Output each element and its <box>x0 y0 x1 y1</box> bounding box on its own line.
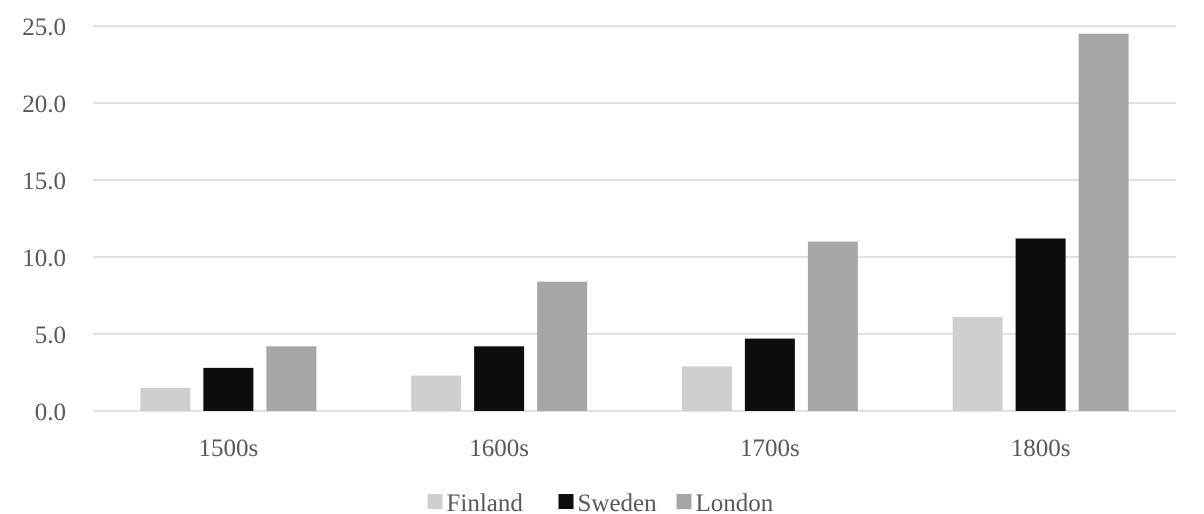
y-tick-label: 25.0 <box>22 14 66 41</box>
legend-label-london: London <box>696 490 774 514</box>
x-tick-label: 1500s <box>199 435 259 462</box>
legend-swatch-london <box>676 494 692 509</box>
legend: Finland Sweden London <box>427 490 774 514</box>
y-tick-label: 10.0 <box>22 245 66 272</box>
bar-london-1800s <box>1078 33 1129 411</box>
bar-sweden-1500s <box>203 367 254 411</box>
bar-finland-1500s <box>140 387 191 411</box>
bar-london-1500s <box>266 346 317 411</box>
legend-swatch-finland <box>427 494 443 509</box>
x-tick-label: 1800s <box>1011 435 1071 462</box>
gridlines <box>93 25 1176 412</box>
y-tick-label: 15.0 <box>22 168 66 195</box>
y-tick-label: 5.0 <box>35 322 66 349</box>
x-tick-label: 1600s <box>469 435 529 462</box>
bar-sweden-1800s <box>1015 238 1066 411</box>
legend-label-sweden: Sweden <box>578 490 658 514</box>
bar-finland-1600s <box>411 375 462 411</box>
x-tick-label: 1700s <box>740 435 800 462</box>
bar-finland-1800s <box>952 317 1003 411</box>
bars <box>140 33 1129 411</box>
bar-sweden-1600s <box>474 346 525 411</box>
y-axis-tick-labels: 0.0 5.0 10.0 15.0 20.0 25.0 <box>22 14 66 426</box>
bar-london-1700s <box>807 241 858 411</box>
y-tick-label: 0.0 <box>35 399 66 426</box>
bar-finland-1700s <box>681 366 732 411</box>
x-axis-tick-labels: 1500s 1600s 1700s 1800s <box>199 435 1071 462</box>
bar-sweden-1700s <box>744 338 795 411</box>
legend-swatch-sweden <box>558 494 574 509</box>
y-tick-label: 20.0 <box>22 91 66 118</box>
legend-label-finland: Finland <box>447 490 524 514</box>
bar-london-1600s <box>537 281 588 411</box>
